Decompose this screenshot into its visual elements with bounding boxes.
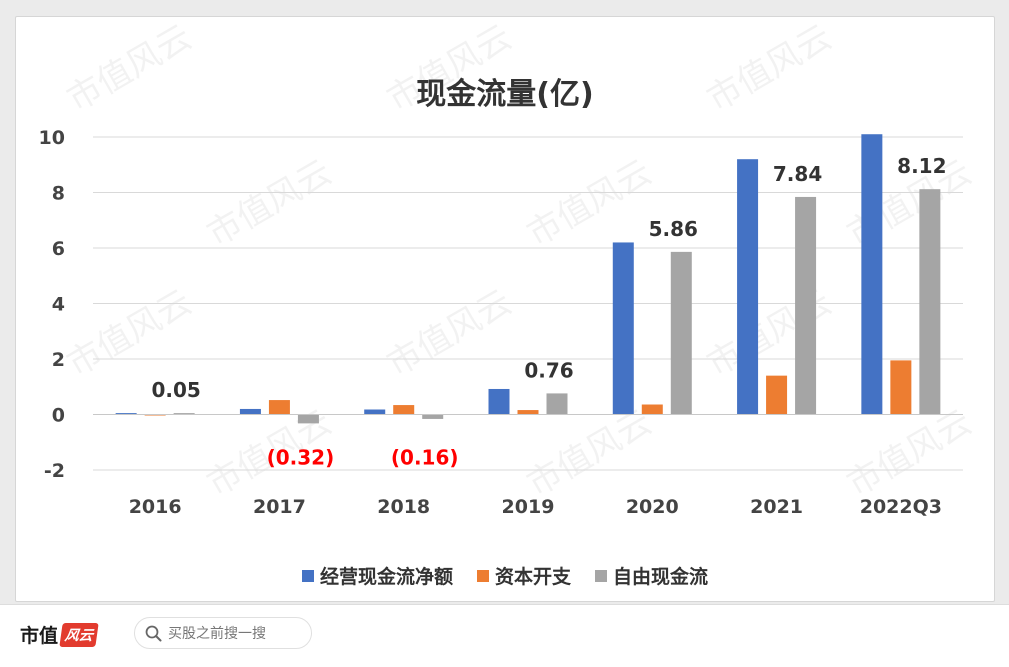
watermark-text: 市值风云 [381, 282, 519, 385]
chart-card: 市值风云 市值风云 市值风云 市值风云 市值风云 市值风云 市值风云 市值风云 市值风云 市值风云… [15, 16, 995, 602]
watermark-text: 市值风云 [521, 152, 659, 255]
watermark-text: 市值风云 [201, 152, 339, 255]
bar [795, 196, 817, 415]
legend-label: 自由现金流 [613, 566, 709, 588]
watermark-text: 市值风云 [521, 402, 659, 505]
x-tick-label: 2021 [750, 496, 803, 518]
search-icon [145, 625, 162, 641]
bar [890, 360, 912, 415]
legend-swatch [301, 569, 314, 582]
search-placeholder: 买股之前搜一搜 [168, 626, 266, 642]
bar [517, 410, 539, 415]
y-tick-label: 8 [52, 183, 65, 205]
y-tick-label: 0 [52, 405, 65, 427]
bar [488, 388, 510, 415]
data-label: (0.32) [267, 446, 335, 470]
bar [115, 413, 137, 415]
bar [422, 414, 444, 419]
logo-text: 市值 [20, 625, 59, 647]
bar [641, 404, 663, 415]
data-label: 7.84 [773, 162, 822, 186]
bar [919, 189, 941, 415]
chart-title: 现金流量(亿) [416, 77, 594, 112]
bar [546, 393, 568, 415]
bar [612, 242, 634, 415]
y-tick-label: 10 [39, 127, 65, 149]
bar [861, 134, 883, 415]
data-label: 5.86 [649, 217, 698, 241]
brand-logo[interactable]: 市值 风云 [20, 621, 99, 648]
bar [364, 409, 386, 415]
watermark-text: 市值风云 [61, 282, 199, 385]
watermark-text: 市值风云 [841, 402, 979, 505]
legend-swatch [476, 569, 489, 582]
legend-item: 资本开支 [476, 562, 571, 589]
legend-label: 资本开支 [494, 566, 571, 588]
footer-bar: 市值 风云 买股之前搜一搜 [0, 604, 1009, 667]
x-tick-label: 2016 [129, 496, 182, 518]
legend-item: 自由现金流 [595, 562, 708, 589]
bar [670, 251, 692, 415]
bar [737, 159, 759, 415]
y-tick-label: 2 [52, 349, 65, 371]
x-tick-label: 2020 [626, 496, 679, 518]
legend-item: 经营现金流净额 [301, 562, 453, 589]
legend-swatch [595, 569, 607, 582]
y-tick-label: 4 [52, 294, 65, 316]
x-tick-label: 2019 [502, 496, 555, 518]
x-tick-label: 2022Q3 [860, 496, 942, 518]
bar [766, 375, 788, 415]
data-label: (0.16) [391, 446, 459, 470]
data-label: 0.76 [524, 358, 573, 382]
data-label: 0.05 [151, 378, 200, 402]
bar [393, 405, 415, 415]
x-tick-label: 2018 [377, 496, 430, 518]
legend-label: 经营现金流净额 [319, 566, 453, 588]
bar [173, 413, 195, 415]
bar [239, 408, 261, 415]
bar [268, 400, 290, 415]
bar [297, 414, 319, 424]
y-tick-label: -2 [44, 460, 65, 482]
chart-legend: 经营现金流净额 资本开支 自由现金流 [16, 562, 994, 589]
data-label: 8.12 [897, 154, 946, 178]
logo-badge: 风云 [59, 622, 99, 647]
search-box[interactable]: 买股之前搜一搜 [134, 617, 312, 649]
x-tick-label: 2017 [253, 496, 306, 518]
y-tick-label: 6 [52, 238, 65, 260]
watermark-text: 市值风云 [701, 282, 839, 385]
